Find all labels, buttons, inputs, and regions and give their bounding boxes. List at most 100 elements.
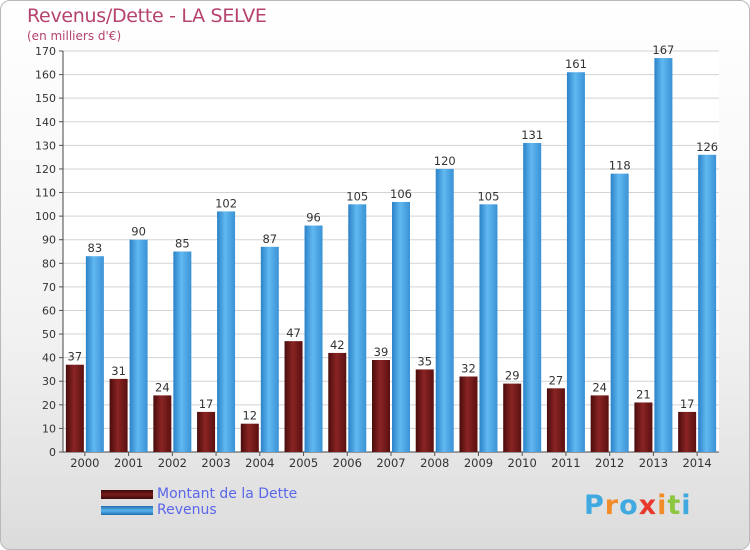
bar-revenus [392,201,410,452]
data-label-revenus: 161 [565,57,587,71]
bar-revenus [217,211,236,452]
data-label-revenus: 85 [175,237,190,251]
y-tick-label: 30 [42,375,56,388]
data-label-dette: 35 [417,354,432,368]
y-tick-label: 170 [35,45,56,58]
data-label-dette: 29 [505,369,520,383]
bar-dette [153,395,172,452]
data-label-revenus: 126 [696,140,718,154]
y-tick-label: 110 [35,187,56,200]
x-tick-label: 2010 [508,456,537,470]
x-tick-label: 2011 [551,456,580,470]
bar-revenus [523,142,542,452]
data-label-dette: 17 [199,397,214,411]
y-tick-label: 0 [49,446,56,459]
bar-revenus [610,173,629,453]
logo-letter: t [667,490,682,521]
data-label-dette: 12 [242,409,257,423]
data-label-revenus: 167 [652,43,674,57]
data-label-dette: 31 [111,364,126,378]
data-label-revenus: 131 [521,128,543,142]
bar-revenus [654,58,673,452]
y-tick-label: 100 [35,210,56,223]
bar-dette [284,341,303,452]
bar-dette [634,402,653,452]
data-label-revenus: 106 [390,187,412,201]
chart-title: Revenus/Dette - LA SELVE [27,5,267,27]
legend-label-dette: Montant de la Dette [157,486,298,502]
logo-letter: r [604,490,620,521]
logo-letter: i [657,490,668,521]
y-tick-label: 140 [35,116,56,129]
plot-area [63,51,719,452]
data-label-revenus: 96 [306,211,321,225]
y-tick-label: 60 [42,304,56,317]
logo-letter: o [619,490,639,521]
data-label-dette: 24 [592,380,607,394]
data-label-dette: 39 [374,345,389,359]
bar-revenus [129,239,148,452]
y-tick-label: 160 [35,69,56,82]
data-label-dette: 47 [286,326,301,340]
data-label-revenus: 102 [215,196,237,210]
data-label-dette: 17 [680,397,695,411]
bar-revenus [304,225,323,452]
bar-dette [65,364,84,452]
logo-letter: i [681,490,692,521]
data-label-dette: 37 [68,350,83,364]
data-label-dette: 42 [330,338,345,352]
bar-revenus [260,246,279,452]
bar-dette [197,411,216,452]
y-tick-label: 70 [42,281,56,294]
x-tick-label: 2004 [245,456,274,470]
bar-revenus [435,168,454,453]
data-label-dette: 32 [461,362,476,376]
bar-dette [328,352,347,452]
y-tick-label: 50 [42,328,56,341]
bar-dette [415,369,434,452]
x-tick-label: 2014 [682,456,711,470]
logo-letter: P [584,490,605,521]
x-tick-label: 2003 [201,456,230,470]
x-tick-label: 2006 [333,456,362,470]
bar-revenus [348,204,367,452]
bar-dette [678,411,697,452]
data-label-revenus: 120 [434,154,456,168]
data-label-revenus: 83 [88,241,103,255]
y-tick-label: 80 [42,257,56,270]
data-label-dette: 27 [549,373,564,387]
bar-revenus [85,256,104,452]
bar-revenus [698,154,717,452]
y-tick-label: 90 [42,234,56,247]
x-tick-label: 2007 [376,456,405,470]
data-label-revenus: 105 [477,189,499,203]
y-tick-label: 40 [42,352,56,365]
x-tick-label: 2008 [420,456,449,470]
data-label-revenus: 105 [346,189,368,203]
data-label-revenus: 118 [609,159,631,173]
legend-swatch-revenus [101,506,153,515]
x-tick-label: 2009 [464,456,493,470]
y-tick-label: 10 [42,422,56,435]
data-label-revenus: 90 [131,225,146,239]
y-tick-label: 20 [42,399,56,412]
x-tick-label: 2012 [595,456,624,470]
data-label-dette: 24 [155,380,170,394]
bar-revenus [566,72,585,453]
legend-label-revenus: Revenus [157,502,217,518]
x-tick-label: 2001 [114,456,143,470]
bar-dette [546,388,565,452]
x-tick-label: 2000 [70,456,99,470]
x-tick-label: 2005 [289,456,318,470]
data-label-revenus: 87 [262,232,277,246]
legend-swatch-dette [101,490,153,499]
bar-dette [109,378,128,452]
bar-revenus [173,251,192,452]
data-label-dette: 21 [636,387,651,401]
bar-dette [590,395,609,452]
proxiti-logo: Proxiti [584,490,692,521]
y-tick-label: 150 [35,92,56,105]
bar-dette [459,376,478,452]
